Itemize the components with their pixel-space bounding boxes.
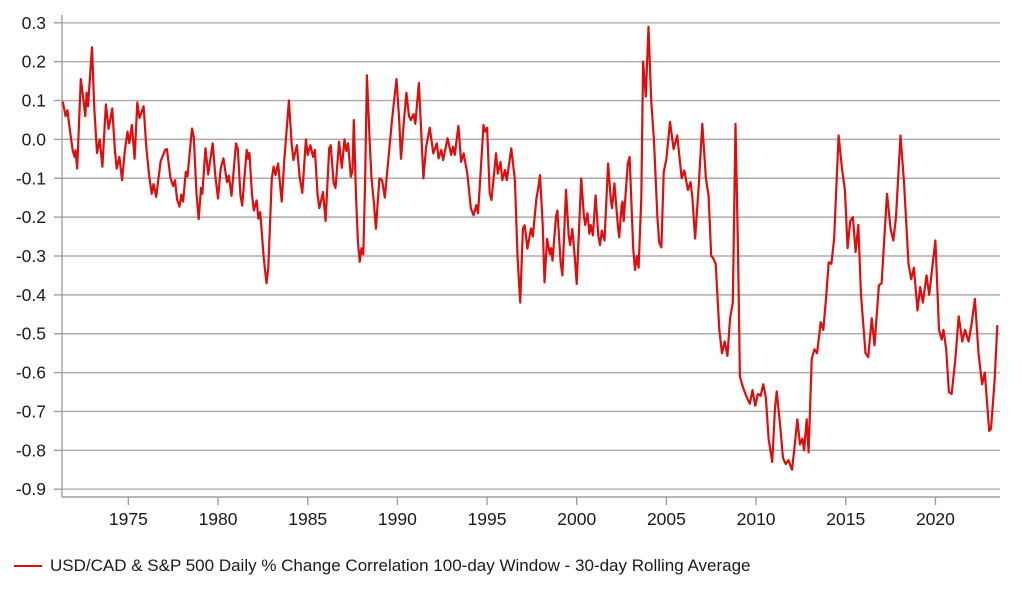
y-tick-label: -0.1 [16,168,46,188]
x-tick-label: 1980 [199,509,238,529]
y-tick-label: -0.3 [16,246,46,266]
y-tick-label: -0.4 [16,285,46,305]
x-tick-label: 1985 [288,509,327,529]
x-tick-label: 2015 [826,509,865,529]
y-tick-label: 0.0 [22,129,47,149]
chart-canvas: 0.3 0.2 0.1 0.0 -0.1 -0.2 -0.3 -0.4 -0.5 -0.6 -0.7… [16,13,1000,529]
x-tick-label: 1995 [468,509,507,529]
legend-label: USD/CAD & S&P 500 Daily % Change Correla… [50,556,751,575]
x-tick-label: 2020 [916,509,955,529]
y-tick-label: 0.1 [22,91,46,111]
y-tick-label: -0.6 [16,363,46,383]
y-tick-label: -0.9 [16,479,46,499]
y-tick-label: 0.2 [22,52,46,72]
y-tick-label: -0.5 [16,324,46,344]
x-tick-label: 2010 [737,509,776,529]
chart-legend: USD/CAD & S&P 500 Daily % Change Correla… [14,556,751,576]
x-tick-label: 1990 [378,509,417,529]
data-line-series [61,25,999,471]
y-tick-label: 0.3 [22,13,46,33]
y-tick-label: -0.7 [16,401,46,421]
x-tick-label: 1975 [109,509,148,529]
y-tick-label: -0.2 [16,207,46,227]
x-tick-label: 2005 [647,509,686,529]
x-tick-label: 2000 [557,509,596,529]
y-tick-label: -0.8 [16,440,46,460]
legend-line-swatch [14,564,42,568]
